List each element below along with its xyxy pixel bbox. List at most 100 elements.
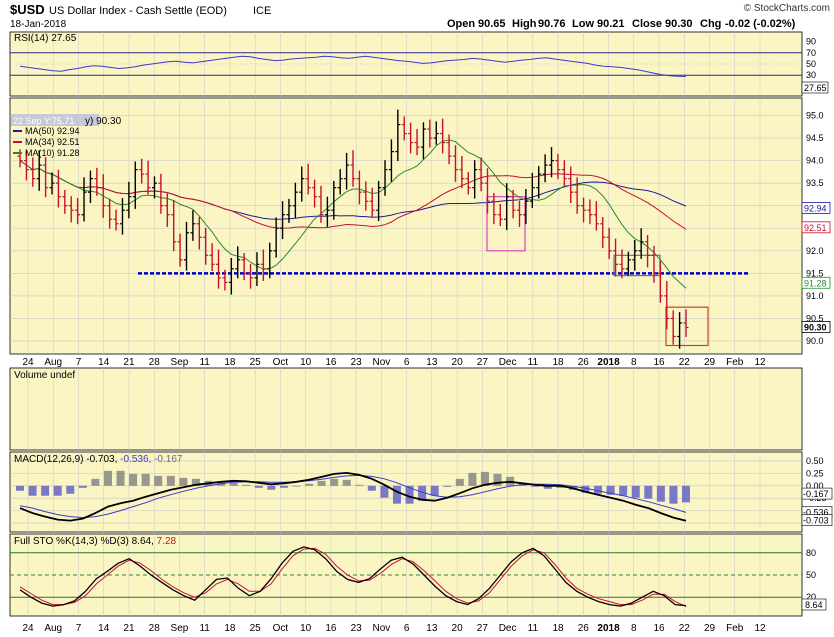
x-label-bottom-24: 8 (631, 623, 637, 634)
rsi-tick-2: 50 (806, 59, 816, 69)
price-panel: 95.094.594.093.593.092.592.091.591.090.5… (9, 97, 831, 355)
macd-hist-bar-34 (443, 485, 452, 487)
legend-entry-1: MA(34) 92.51 (25, 137, 80, 147)
x-label-bottom-0: 24 (22, 623, 34, 634)
x-label-bottom-23: 2018 (597, 623, 620, 634)
x-label-main-16: 13 (426, 357, 438, 368)
macd-hist-bar-49 (631, 485, 640, 498)
macd-hist-bar-6 (91, 478, 100, 486)
rsi-lines (19, 55, 687, 77)
macd-hist-bar-20 (267, 485, 276, 490)
x-label-main-18: 27 (477, 357, 489, 368)
x-label-bottom-2: 7 (76, 623, 82, 634)
stochastic-badge-box (801, 598, 827, 611)
macd-label: MACD(12,26,9) -0.703, -0.536, -0.167 (14, 454, 183, 465)
rsi-grid (10, 32, 802, 96)
date: 18-Jan-2018 (10, 19, 67, 30)
macd-hist-bar-2 (41, 485, 50, 496)
macd-badge-0: -0.167 (803, 489, 829, 499)
high-value: 90.76 (538, 18, 566, 30)
x-label-main-10: Oct (273, 357, 289, 368)
legend-title-box (11, 114, 99, 126)
macd-hist-bar-24 (317, 480, 326, 486)
macd-hist-bar-28 (367, 485, 376, 491)
rsi-tick-3: 30 (806, 70, 816, 80)
macd-hist-bar-17 (229, 482, 238, 486)
macd-hist-bar-33 (430, 485, 439, 496)
macd-hist-bar-21 (279, 485, 288, 488)
macd-hist-bar-38 (493, 473, 502, 486)
price-tick-1: 94.5 (806, 133, 824, 143)
macd-badge-1: -0.536 (803, 507, 829, 517)
price-badge-box-2 (801, 276, 831, 289)
x-label-bottom-21: 18 (553, 623, 565, 634)
price-tick-0: 95.0 (806, 111, 824, 121)
x-label-bottom-14: Nov (372, 623, 390, 634)
macd-hist-bar-7 (103, 470, 112, 486)
macd-hist-bar-32 (418, 485, 427, 501)
x-label-bottom-18: 27 (477, 623, 489, 634)
volume-panel: Volume undef (9, 367, 803, 451)
macd-panel: MACD(12,26,9) -0.703, -0.536, -0.167 0.5… (9, 451, 833, 533)
ma34-line (19, 160, 687, 230)
stochastic-badge: 8.64 (805, 600, 823, 610)
x-label-bottom-13: 23 (351, 623, 363, 634)
x-label-main-23: 2018 (597, 357, 620, 368)
macd-hist-bar-51 (656, 485, 665, 502)
macd-tick-1: 0.25 (806, 468, 824, 478)
x-label-bottom-19: Dec (499, 623, 517, 634)
macd-badge-2: -0.703 (803, 516, 829, 526)
price-tick-10: 90.0 (806, 336, 824, 346)
x-label-main-0: 24 (22, 357, 34, 368)
macd-hist-bar-4 (66, 485, 75, 494)
x-label-main-20: 11 (528, 357, 539, 368)
rsi-last-badge-box (801, 81, 829, 94)
macd-hist-bar-10 (141, 473, 150, 486)
x-label-main-29: 12 (754, 357, 766, 368)
legend-entry-0: MA(50) 92.94 (25, 126, 80, 136)
x-label-main-3: 14 (98, 357, 110, 368)
x-label-main-7: 11 (199, 357, 210, 368)
instrument-name: US Dollar Index - Cash Settle (EOD) (49, 5, 227, 17)
price-badge-1: 92.51 (804, 223, 827, 233)
exchange: ICE (253, 5, 271, 17)
x-label-bottom-16: 13 (426, 623, 438, 634)
header-svg: $USD US Dollar Index - Cash Settle (EOD)… (10, 2, 830, 30)
x-label-bottom-29: 12 (754, 623, 766, 634)
macd-label-hist: -0.167 (154, 454, 183, 465)
chart-area: RSI(14) 27.65 9070503010 27.65 95.094.59… (9, 31, 833, 634)
stochastic-label-d: 7.28 (157, 536, 177, 547)
stochastic-panel: Full STO %K(14,3) %D(3) 8.64, 7.28 80 50 2… (9, 533, 827, 617)
macd-hist-bar-25 (330, 478, 339, 486)
price-badges: 92.94 92.51 91.28 90.30 (801, 202, 831, 333)
macd-hist-bar-52 (669, 485, 678, 504)
close-value: 90.30 (665, 18, 693, 30)
x-label-bottom-25: 16 (653, 623, 665, 634)
x-label-main-26: 22 (679, 357, 691, 368)
x-label-main-2: 7 (76, 357, 82, 368)
macd-label-main: MACD(12,26,9) -0.703, (14, 454, 117, 465)
low-value: 90.21 (597, 18, 625, 30)
price-tick-8: 91.0 (806, 291, 824, 301)
x-label-main-22: 26 (578, 357, 590, 368)
macd-label-signal: -0.536, (120, 454, 151, 465)
x-label-main-5: 28 (149, 357, 161, 368)
x-label-bottom-15: 6 (404, 623, 410, 634)
x-label-main-14: Nov (372, 357, 390, 368)
chg-label: Chg (700, 18, 721, 30)
macd-hist-bar-19 (254, 485, 263, 488)
chart-header: $USD US Dollar Index - Cash Settle (EOD)… (0, 0, 834, 30)
stochastic-k-line (19, 546, 687, 607)
stochastic-tick-0: 80 (806, 548, 816, 558)
macd-badge-box-2 (801, 514, 833, 527)
x-label-main-4: 21 (123, 357, 135, 368)
x-label-bottom-28: Feb (726, 623, 744, 634)
x-label-bottom-27: 29 (704, 623, 716, 634)
price-bars (17, 109, 689, 349)
x-label-bottom-1: Aug (44, 623, 62, 634)
price-badge-3: 90.30 (804, 322, 827, 332)
macd-hist-bar-9 (129, 473, 138, 486)
stochastic-lines (19, 546, 687, 608)
macd-hist-bar-37 (480, 471, 489, 486)
